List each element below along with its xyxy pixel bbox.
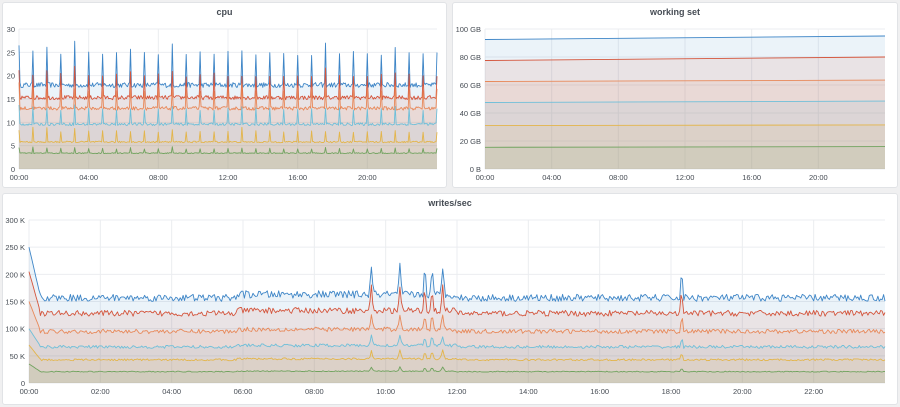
- x-tick-label: 08:00: [305, 387, 324, 396]
- y-tick-label: 15: [7, 95, 15, 104]
- series-area-cyan: [485, 101, 885, 169]
- y-tick-label: 0: [21, 379, 25, 388]
- series-line-yellow: [28, 344, 886, 362]
- x-tick-label: 12:00: [448, 387, 467, 396]
- series-area-orange: [19, 82, 437, 169]
- series-area-red: [485, 57, 885, 169]
- x-tick-label: 06:00: [234, 387, 253, 396]
- series-area-green: [29, 364, 885, 383]
- working-set-panel: working set 0 B 20 GB 40 GB 60 GB 80 GB 100 G…: [452, 2, 898, 188]
- series-area-orange: [29, 301, 885, 383]
- series-line-cyan: [18, 104, 438, 126]
- x-tick-label: 08:00: [609, 173, 628, 182]
- writes-panel-title: writes/sec: [428, 198, 472, 208]
- series-line-yellow: [484, 124, 886, 127]
- y-tick-label: 300 K: [5, 216, 25, 225]
- y-tick-label: 80 GB: [460, 53, 481, 62]
- x-tick-label: 00:00: [476, 173, 495, 182]
- series-area-blue: [29, 247, 885, 383]
- series-line-cyan: [484, 100, 886, 103]
- x-tick-label: 20:00: [358, 173, 377, 182]
- y-tick-label: 60 GB: [460, 81, 481, 90]
- series-line-green: [28, 363, 886, 373]
- x-tick-label: 16:00: [590, 387, 609, 396]
- x-tick-label: 12:00: [219, 173, 238, 182]
- x-tick-label: 20:00: [809, 173, 828, 182]
- y-tick-label: 100 K: [5, 325, 25, 334]
- series-line-red: [484, 56, 886, 61]
- series-area-red: [29, 271, 885, 383]
- series-line-blue: [28, 247, 886, 302]
- x-tick-label: 04:00: [162, 387, 181, 396]
- y-tick-label: 0 B: [470, 165, 481, 174]
- y-tick-label: 10: [7, 118, 15, 127]
- cpu-panel-title: cpu: [216, 7, 233, 17]
- x-tick-label: 14:00: [519, 387, 538, 396]
- series-area-red: [19, 66, 437, 169]
- series-line-green: [484, 146, 886, 148]
- y-tick-label: 30: [7, 25, 15, 34]
- series-area-blue: [19, 41, 437, 170]
- y-tick-label: 50 K: [10, 352, 25, 361]
- y-tick-label: 25: [7, 48, 15, 57]
- x-tick-label: 10:00: [376, 387, 395, 396]
- x-tick-label: 04:00: [79, 173, 98, 182]
- x-tick-label: 00:00: [10, 173, 29, 182]
- y-tick-label: 5: [11, 142, 15, 151]
- series-area-green: [19, 146, 437, 169]
- working-set-panel-title: working set: [649, 7, 700, 17]
- series-line-orange: [484, 79, 886, 82]
- y-tick-label: 100 GB: [456, 25, 481, 34]
- y-tick-label: 0: [11, 165, 15, 174]
- x-tick-label: 08:00: [149, 173, 168, 182]
- series-line-orange: [28, 301, 886, 335]
- series-line-cyan: [28, 328, 886, 349]
- y-tick-label: 250 K: [5, 243, 25, 252]
- x-tick-label: 02:00: [91, 387, 110, 396]
- series-area-cyan: [29, 328, 885, 383]
- y-tick-label: 200 K: [5, 270, 25, 279]
- x-tick-label: 00:00: [20, 387, 39, 396]
- series-area-yellow: [29, 345, 885, 383]
- x-tick-label: 20:00: [733, 387, 752, 396]
- series-line-red: [28, 271, 886, 317]
- series-area-green: [485, 146, 885, 169]
- x-tick-label: 18:00: [662, 387, 681, 396]
- x-tick-label: 16:00: [742, 173, 761, 182]
- y-tick-label: 150 K: [5, 298, 25, 307]
- series-line-orange: [18, 82, 438, 111]
- series-line-yellow: [18, 126, 438, 144]
- cpu-chart: 0 5 10 15 20 25 30 00:00 04:00 08:00 12:00 16:00 20:…: [7, 25, 438, 182]
- series-line-red: [18, 65, 438, 101]
- series-line-blue: [484, 35, 886, 40]
- series-line-blue: [18, 40, 438, 88]
- writes-panel: writes/sec 0 50 K 100 K 150 K 200 K 250 K 300 …: [2, 193, 898, 405]
- y-tick-label: 20 GB: [460, 137, 481, 146]
- x-tick-label: 22:00: [804, 387, 823, 396]
- cpu-panel: cpu 0 5 10 15 20 25 30 00:00 04:00 08:00 12:00 16:0…: [2, 2, 447, 188]
- series-area-blue: [485, 36, 885, 169]
- x-tick-label: 12:00: [676, 173, 695, 182]
- y-tick-label: 20: [7, 72, 15, 81]
- working-set-chart: 0 B 20 GB 40 GB 60 GB 80 GB 100 GB 00:00 04:00 0…: [456, 25, 886, 182]
- writes-chart: 0 50 K 100 K 150 K 200 K 250 K 300 K 00:00 02:00…: [5, 216, 886, 396]
- y-tick-label: 40 GB: [460, 109, 481, 118]
- x-tick-label: 04:00: [542, 173, 561, 182]
- series-line-green: [18, 146, 438, 155]
- x-tick-label: 16:00: [288, 173, 307, 182]
